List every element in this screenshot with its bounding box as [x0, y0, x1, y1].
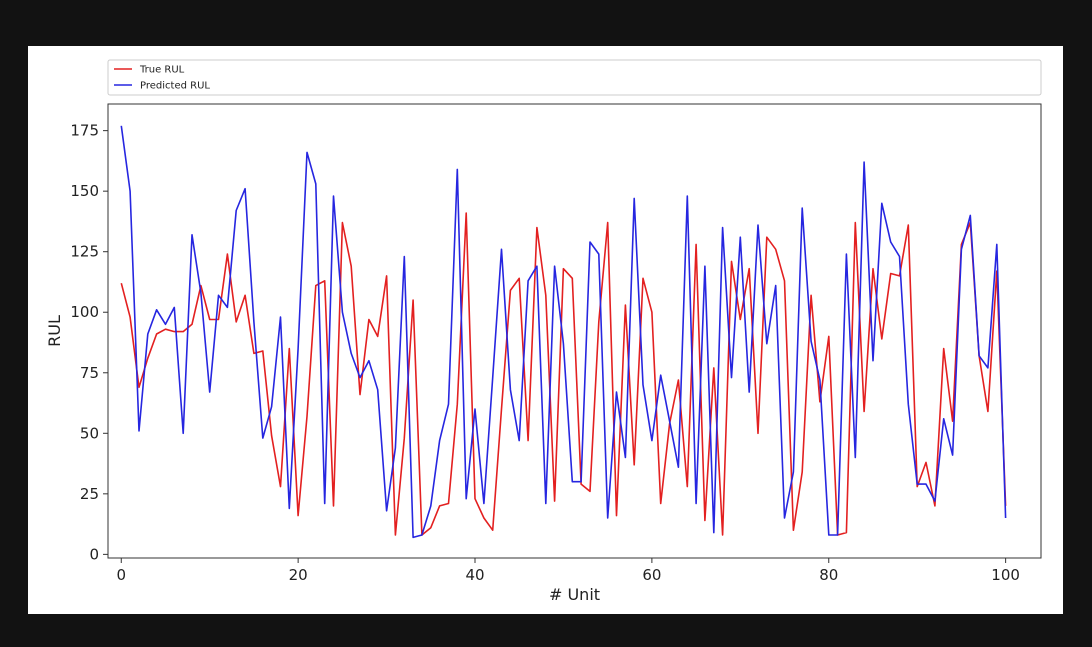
y-tick-label: 125: [70, 243, 99, 261]
y-axis-label: RUL: [45, 315, 64, 347]
y-tick-label: 75: [80, 364, 99, 382]
legend-true-rul-label: True RUL: [139, 65, 185, 76]
series-line-true-rul: [120, 212, 1007, 536]
y-tick-label: 0: [89, 545, 99, 563]
y-tick-label: 50: [80, 424, 99, 442]
x-tick-label: 20: [289, 566, 308, 584]
legend-box: [107, 59, 1042, 96]
legend: True RUL Predicted RUL: [107, 59, 1042, 96]
x-tick-label: 0: [116, 566, 126, 584]
x-tick-label: 100: [991, 566, 1020, 584]
chart-card: True RUL Predicted RUL 0 20 40 60 80 100 0 25 5…: [28, 46, 1063, 614]
rul-line-chart: True RUL Predicted RUL 0 20 40 60 80 100 0 25 5…: [45, 59, 1042, 604]
series-line-predicted-rul: [120, 125, 1007, 539]
legend-predicted-rul-label: Predicted RUL: [140, 81, 210, 92]
x-tick-label: 80: [819, 566, 838, 584]
y-tick-label: 150: [70, 182, 99, 200]
x-axis-label: # Unit: [549, 585, 600, 604]
x-tick-label: 40: [465, 566, 484, 584]
x-tick-label: 60: [642, 566, 661, 584]
plot-frame: [107, 103, 1042, 559]
y-tick-label: 100: [70, 303, 99, 321]
y-axis-ticks: 0 25 50 75 100 125 150 175: [70, 122, 108, 563]
plot-area: [120, 125, 1007, 539]
x-axis-ticks: 0 20 40 60 80 100: [116, 558, 1020, 584]
y-tick-label: 175: [70, 122, 99, 140]
y-tick-label: 25: [80, 485, 99, 503]
